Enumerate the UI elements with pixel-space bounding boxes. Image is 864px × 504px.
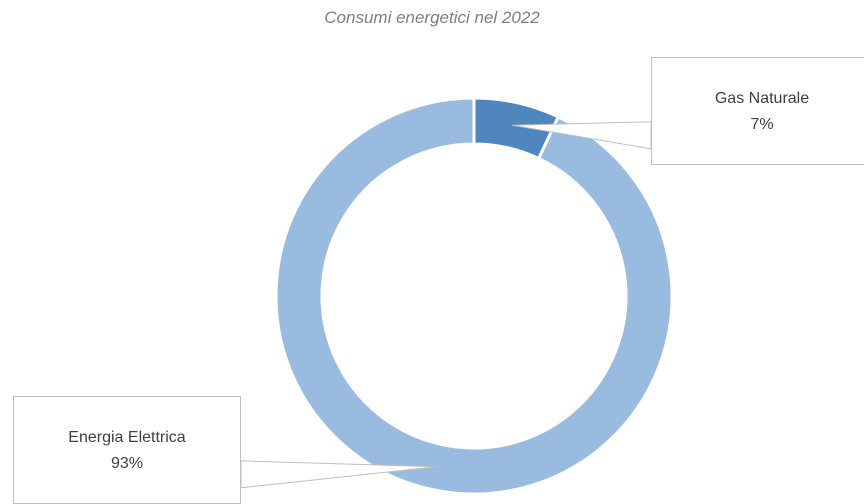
donut-slices [274, 96, 674, 496]
slice-energia-elettrica [274, 96, 674, 496]
callout-energia-elettrica: Energia Elettrica 93% [13, 396, 241, 504]
callout-el-value: 93% [110, 455, 144, 472]
callout-el-category: Energia Elettrica [68, 429, 186, 446]
callout-gas-value: 7% [750, 116, 774, 133]
chart-title: Consumi energetici nel 2022 [324, 8, 540, 27]
callout-leaders [240, 121, 652, 489]
callout-gas-category: Gas Naturale [714, 90, 810, 107]
callout-leader-elettrica [240, 460, 436, 489]
callout-gas-naturale: Gas Naturale 7% [651, 57, 864, 165]
